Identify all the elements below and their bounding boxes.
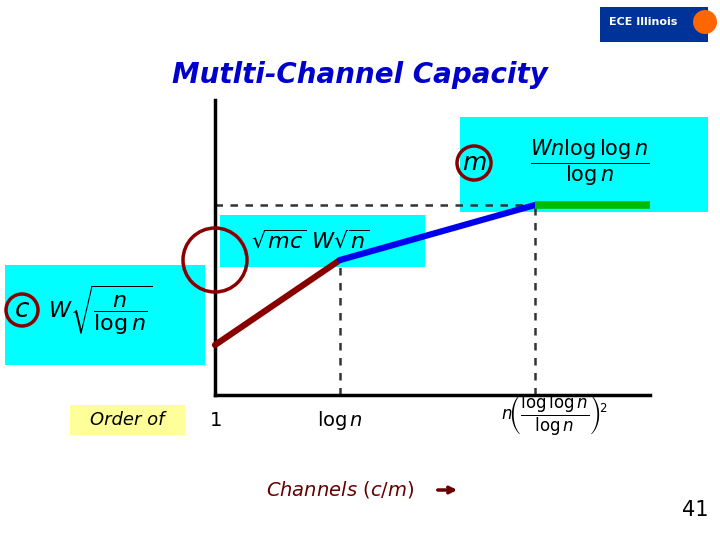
Text: Mutlti-Channel Capacity: Mutlti-Channel Capacity (172, 61, 548, 89)
Bar (70, 405, 185, 435)
Text: $1$: $1$ (209, 410, 221, 429)
Text: $\log n$: $\log n$ (317, 408, 363, 431)
Text: $Channels\ (c/m)$: $Channels\ (c/m)$ (266, 480, 414, 501)
Text: $\sqrt{mc}\ W\sqrt{n}$: $\sqrt{mc}\ W\sqrt{n}$ (251, 228, 369, 252)
Text: Order of: Order of (90, 411, 164, 429)
Text: $n\!\left(\dfrac{\log\log n}{\log n}\right)^{\!2}$: $n\!\left(\dfrac{\log\log n}{\log n}\rig… (501, 393, 608, 437)
Text: ECE Illinois: ECE Illinois (609, 17, 678, 27)
Text: $\dfrac{Wn\log\log n}{\log n}$: $\dfrac{Wn\log\log n}{\log n}$ (530, 138, 649, 188)
Text: $c$: $c$ (14, 297, 30, 323)
Bar (220, 215, 425, 267)
Text: $m$: $m$ (462, 151, 486, 175)
Text: 41: 41 (682, 500, 708, 520)
Bar (5, 265, 205, 365)
Circle shape (693, 10, 717, 34)
Bar (600, 7, 708, 42)
Text: $W\sqrt{\dfrac{n}{\log n}}$: $W\sqrt{\dfrac{n}{\log n}}$ (48, 284, 153, 336)
Bar (460, 117, 708, 212)
